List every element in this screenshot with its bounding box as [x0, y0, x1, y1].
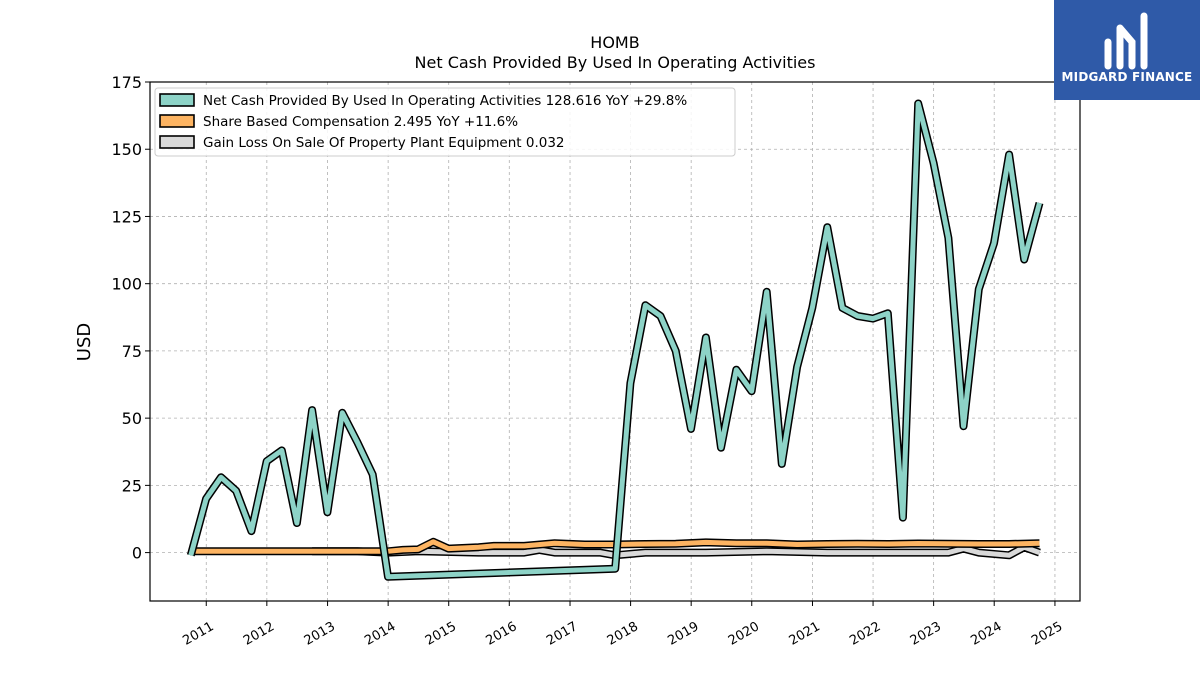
y-axis: 0 25 50 75 100 125 150 175	[111, 73, 150, 563]
legend-box	[154, 87, 736, 157]
legend-label: Gain Loss On Sale Of Property Plant Equi…	[203, 135, 565, 151]
x-tick-label: 2021	[787, 619, 823, 649]
y-tick-label: 150	[111, 140, 142, 159]
x-tick-label: 2018	[605, 619, 641, 649]
x-tick-label: 2025	[1029, 619, 1065, 649]
y-tick-label: 75	[122, 342, 142, 361]
y-tick-label: 125	[111, 207, 142, 226]
series-1	[186, 99, 1044, 581]
y-axis-label: USD	[74, 323, 95, 361]
y-tick-label: 0	[132, 544, 142, 563]
chart-title: HOMB	[590, 33, 639, 52]
brand-logo: MIDGARD FINANCE	[1054, 0, 1200, 100]
chart-subtitle: Net Cash Provided By Used In Operating A…	[415, 53, 816, 72]
x-tick-label: 2014	[362, 619, 398, 649]
x-tick-label: 2024	[968, 619, 1004, 649]
x-tick-label: 2017	[544, 619, 580, 649]
x-axis: 2011 2012 2013 2014 2015 2016 2017 2018 2019 2020…	[180, 601, 1065, 649]
series-line	[188, 101, 1042, 580]
x-tick-label: 2019	[665, 619, 701, 649]
x-tick-label: 2022	[847, 619, 883, 649]
series-line	[312, 544, 1041, 558]
series-group	[186, 99, 1044, 581]
x-tick-label: 2020	[726, 619, 762, 649]
legend-label: Share Based Compensation 2.495 YoY +11.6…	[203, 114, 518, 130]
legend: Net Cash Provided By Used In Operating A…	[154, 87, 736, 157]
y-tick-label: 175	[111, 73, 142, 92]
series-3	[312, 543, 1041, 560]
legend-swatch	[159, 93, 195, 107]
logo-mark-icon	[1104, 12, 1148, 70]
x-tick-label: 2012	[241, 619, 277, 649]
plot-frame	[149, 81, 1081, 602]
series-2	[190, 537, 1040, 556]
x-tick-label: 2016	[483, 619, 519, 649]
logo-brand-text: MIDGARD FINANCE	[1061, 70, 1193, 84]
series-line-outline	[186, 99, 1044, 581]
y-tick-label: 25	[122, 476, 142, 495]
y-tick-label: 100	[111, 275, 142, 294]
x-tick-label: 2015	[423, 619, 459, 649]
legend-swatch	[159, 114, 195, 128]
series-line	[190, 539, 1040, 554]
x-tick-label: 2023	[908, 619, 944, 649]
legend-swatch	[159, 135, 195, 149]
legend-label: Net Cash Provided By Used In Operating A…	[203, 93, 687, 109]
y-tick-label: 50	[122, 409, 142, 428]
x-tick-label: 2011	[180, 619, 216, 649]
x-tick-label: 2013	[302, 619, 338, 649]
